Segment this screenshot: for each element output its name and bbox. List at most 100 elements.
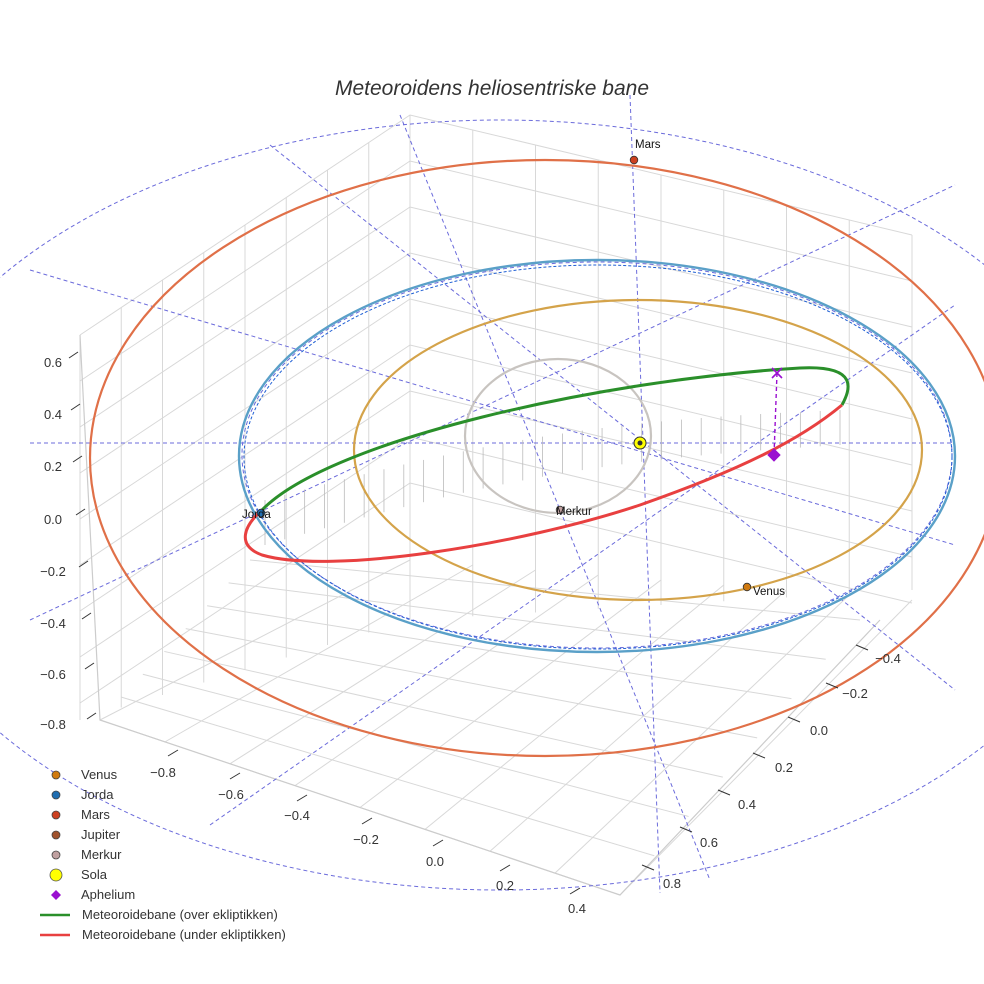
grid-line-horizontal bbox=[79, 482, 913, 704]
x-axis-tick-label: 0.2 bbox=[496, 878, 514, 893]
grid-line-horizontal bbox=[79, 160, 913, 382]
meteoroid-orbit-below bbox=[243, 403, 843, 563]
planet-marker-jorda bbox=[256, 508, 266, 518]
grid-line-horizontal bbox=[79, 206, 913, 428]
z-axis-tick-label: 0.0 bbox=[44, 512, 62, 527]
planet-label-mars: Mars bbox=[635, 139, 661, 151]
grid-line-horizontal bbox=[79, 344, 913, 566]
grid-line-floor bbox=[164, 650, 723, 778]
z-axis-tick bbox=[75, 508, 86, 516]
chart-title: Meteoroidens heliosentriske bane bbox=[335, 77, 649, 100]
ecliptic-ray bbox=[399, 114, 711, 881]
x-axis-tick bbox=[569, 887, 581, 895]
z-axis-tick-label: −0.8 bbox=[40, 717, 66, 732]
x-axis-tick-label: −0.8 bbox=[150, 765, 176, 780]
planet-marker-venus bbox=[742, 582, 752, 592]
y-axis-tick bbox=[752, 752, 766, 759]
grid-line-floor bbox=[207, 605, 792, 700]
z-axis-tick-label: 0.6 bbox=[44, 355, 62, 370]
axis-ticks: −0.8 −0.6 −0.4 −0.2 0.0 0.2 0.4 −0.4 −0.2 0.0 0.2 0… bbox=[40, 351, 901, 916]
z-axis-tick-label: −0.2 bbox=[40, 564, 66, 579]
grid-line-floor bbox=[121, 696, 655, 857]
aphelion-marker bbox=[767, 448, 781, 462]
y-axis-tick-label: 0.8 bbox=[663, 876, 681, 891]
orbits bbox=[89, 158, 984, 758]
legend-marker-mars bbox=[51, 810, 61, 820]
grid-line-horizontal bbox=[79, 436, 913, 658]
grid-line-horizontal bbox=[79, 252, 913, 474]
x-axis-tick bbox=[499, 864, 511, 872]
legend-label: Meteoroidebane (over ekliptikken) bbox=[82, 907, 278, 922]
legend-label: Jorda bbox=[81, 787, 114, 802]
venus-orbit bbox=[352, 298, 924, 602]
legend-marker-aphelium bbox=[51, 890, 61, 900]
legend-label: Jupiter bbox=[81, 827, 121, 842]
body-markers: Mars Jorda Merkur Venus bbox=[242, 139, 785, 598]
legend: Venus Jorda Mars Jupiter Merkur Sola Aphelium M… bbox=[40, 767, 286, 942]
legend-label: Sola bbox=[81, 867, 108, 882]
z-axis-tick bbox=[86, 712, 97, 720]
x-axis-tick bbox=[361, 817, 373, 825]
legend-marker-sola bbox=[49, 868, 63, 882]
z-axis-tick-label: 0.2 bbox=[44, 459, 62, 474]
ecliptic-guide-lines bbox=[0, 94, 984, 894]
x-axis-tick-label: 0.4 bbox=[568, 901, 586, 916]
legend-label: Venus bbox=[81, 767, 118, 782]
planet-marker-merkur bbox=[555, 505, 565, 515]
z-axis-tick bbox=[84, 662, 95, 670]
grid-line-floor bbox=[619, 599, 913, 896]
aphelion-projection-marker bbox=[771, 367, 783, 379]
legend-label: Mars bbox=[81, 807, 110, 822]
x-axis-tick bbox=[229, 772, 241, 780]
legend-marker-jorda bbox=[51, 790, 61, 800]
y-axis-tick-label: 0.0 bbox=[810, 723, 828, 738]
mercury-orbit bbox=[463, 357, 653, 515]
grid-line-horizontal bbox=[79, 114, 913, 336]
grid-line-floor bbox=[294, 574, 599, 787]
z-axis-tick bbox=[81, 612, 92, 620]
y-axis-tick bbox=[855, 644, 869, 651]
ecliptic-ray bbox=[29, 184, 956, 621]
earth-orbit bbox=[237, 258, 957, 654]
grid-line-floor bbox=[99, 559, 411, 721]
x-axis-tick-label: −0.2 bbox=[353, 832, 379, 847]
x-axis-tick-label: −0.6 bbox=[218, 787, 244, 802]
y-axis-tick-label: 0.4 bbox=[738, 797, 756, 812]
axis-box-edge bbox=[79, 334, 881, 896]
planet-label-venus: Venus bbox=[753, 586, 785, 598]
y-axis-tick bbox=[787, 716, 801, 723]
legend-marker-jupiter bbox=[51, 830, 61, 840]
ecliptic-ray bbox=[29, 269, 956, 546]
axis-box-grid bbox=[79, 114, 913, 896]
meteoroid-orbit-above bbox=[260, 366, 850, 512]
grid-line-floor bbox=[185, 628, 758, 739]
mars-orbit bbox=[89, 158, 984, 758]
ecliptic-ray bbox=[629, 94, 661, 894]
y-axis-tick-label: −0.4 bbox=[875, 651, 901, 666]
legend-marker-merkur bbox=[51, 850, 61, 860]
grid-line-floor bbox=[424, 584, 725, 830]
ecliptic-outer-ring bbox=[0, 119, 984, 891]
sun-marker-center bbox=[637, 440, 643, 446]
grid-line-floor bbox=[359, 579, 662, 808]
x-axis-tick-label: 0.0 bbox=[426, 854, 444, 869]
earth-orbit-inner bbox=[243, 264, 953, 650]
planet-label-jorda: Jorda bbox=[242, 509, 271, 521]
grid-line-floor bbox=[142, 673, 689, 817]
y-axis-tick-label: 0.2 bbox=[775, 760, 793, 775]
z-axis-tick bbox=[68, 351, 79, 359]
y-axis-tick bbox=[641, 864, 655, 871]
z-axis-tick bbox=[72, 455, 83, 463]
planet-marker-mars bbox=[629, 155, 639, 165]
grid-line-horizontal bbox=[79, 390, 913, 612]
grid-line-floor bbox=[554, 594, 850, 874]
y-axis-tick-label: −0.2 bbox=[842, 686, 868, 701]
grid-line-floor bbox=[229, 569, 536, 765]
legend-label: Aphelium bbox=[81, 887, 135, 902]
z-axis-tick-label: −0.6 bbox=[40, 667, 66, 682]
z-axis-tick bbox=[78, 560, 89, 568]
legend-label: Meteoroidebane (under ekliptikken) bbox=[82, 927, 286, 942]
y-axis-tick bbox=[717, 789, 731, 796]
x-axis-tick bbox=[432, 839, 444, 847]
